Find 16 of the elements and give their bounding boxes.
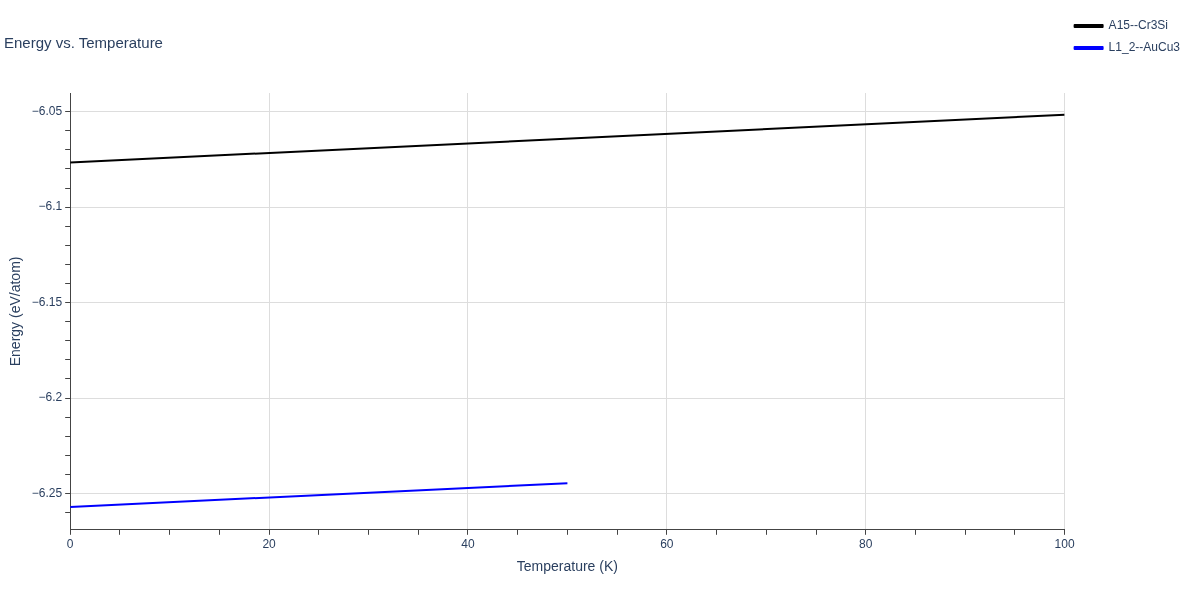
y-tick-label: −6.25 (31, 485, 63, 500)
y-axis-title: Energy (eV/atom) (7, 256, 24, 367)
chart-title: Energy vs. Temperature (4, 34, 163, 52)
x-tick-label: 0 (66, 537, 74, 552)
x-axis-title: Temperature (K) (516, 558, 618, 575)
legend-label: L1_2--AuCu3 (1108, 40, 1181, 55)
x-tick-label: 60 (660, 537, 674, 552)
x-tick-label: 80 (859, 537, 873, 552)
x-tick-label: 20 (262, 537, 277, 552)
x-tick-label: 100 (1054, 537, 1075, 552)
legend-label: A15--Cr3Si (1108, 18, 1168, 33)
y-tick-label: −6.1 (38, 199, 63, 214)
y-tick-label: −6.2 (38, 390, 63, 405)
x-tick-label: 40 (461, 537, 475, 552)
y-tick-label: −6.15 (31, 294, 63, 309)
y-tick-label: −6.05 (31, 104, 63, 119)
